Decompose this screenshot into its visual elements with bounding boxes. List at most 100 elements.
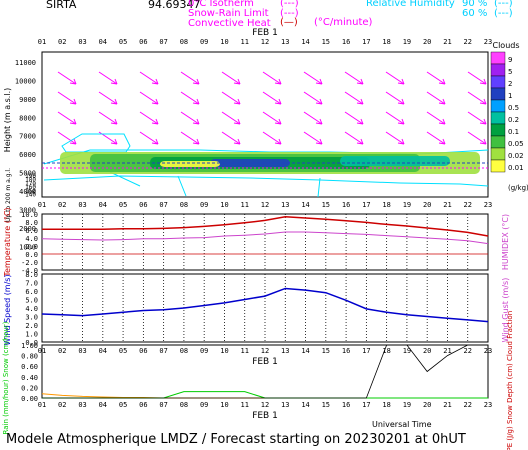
- hour-tick-label: 20: [423, 401, 431, 409]
- wind-arrow-head: [479, 118, 487, 125]
- wind-tick-label: 8.0: [25, 271, 38, 279]
- wind-arrow-head: [438, 118, 446, 125]
- hour-tick-label: 05: [119, 201, 127, 209]
- hour-tick-label: 03: [78, 401, 86, 409]
- wind-arrow: [344, 71, 364, 85]
- wind-arrow-head: [438, 78, 446, 85]
- colorbar-title: Clouds: [492, 41, 519, 50]
- cape-axis-label: CAPE (J/g) Snow Depth (cm) Cloud Fractio…: [506, 311, 514, 450]
- wind-arrow: [180, 131, 200, 145]
- legend-rh-60-dash: (---): [494, 8, 513, 19]
- wind-arrow: [180, 91, 200, 105]
- hour-tick-label: 14: [301, 38, 309, 46]
- wind-arrow-head: [151, 118, 159, 125]
- hour-tick-label: 13: [281, 401, 289, 409]
- hour-tick-label: 19: [403, 201, 411, 209]
- hour-tick-label: 20: [423, 38, 431, 46]
- wind-arrow: [57, 71, 77, 85]
- wind-arrow-head: [397, 118, 405, 125]
- wind-arrow-head: [69, 78, 77, 85]
- hour-tick-label: 21: [443, 201, 451, 209]
- hour-tick-label: 23: [484, 38, 492, 46]
- wind-arrow-head: [274, 98, 282, 105]
- hour-tick-label: 12: [261, 347, 269, 355]
- hour-tick-label: 02: [58, 401, 66, 409]
- hour-tick-label: 14: [301, 347, 309, 355]
- wind-tick-label: 3.0: [25, 314, 38, 322]
- hour-tick-label: 19: [403, 38, 411, 46]
- height-tick-label: 9000: [19, 96, 36, 104]
- legend-convective-dash: (—): [280, 17, 298, 28]
- wind-arrow: [467, 111, 487, 125]
- hour-tick-label: 16: [342, 401, 350, 409]
- hour-tick-label: 15: [322, 401, 330, 409]
- colorbar-label: 2: [508, 80, 512, 88]
- wind-arrow-head: [110, 138, 118, 145]
- wind-arrow-head: [356, 78, 364, 85]
- wind-arrow: [221, 111, 241, 125]
- wind-arrow-head: [274, 138, 282, 145]
- wind-tick-label: 1.0: [25, 331, 38, 339]
- hour-tick-label: 03: [78, 38, 86, 46]
- hour-tick-label: 08: [180, 201, 188, 209]
- wind-arrow: [344, 111, 364, 125]
- precip-axis-label: Rain (mm/hour) Snow (cm/hour): [2, 321, 10, 434]
- wind-arrow: [303, 131, 323, 145]
- colorbar-swatch: [490, 159, 506, 173]
- colorbar-swatch: [490, 111, 506, 125]
- legend-rh-90: 90 %: [462, 0, 488, 9]
- hour-tick-label: 08: [180, 38, 188, 46]
- hour-tick-label: 18: [382, 401, 390, 409]
- hour-tick-label: 04: [99, 201, 107, 209]
- wind-arrow-head: [233, 138, 241, 145]
- height-axis-label: Height (m a.s.l.): [3, 88, 12, 153]
- wind-arrow: [57, 131, 77, 145]
- hour-tick-label: 17: [362, 401, 370, 409]
- hour-tick-label: 02: [58, 38, 66, 46]
- wind-arrow: [467, 91, 487, 105]
- height-tick-label: 10000: [15, 77, 36, 85]
- wind-arrow: [180, 111, 200, 125]
- wind-arrow-head: [479, 138, 487, 145]
- wind-arrow-head: [151, 98, 159, 105]
- hour-tick-label: 09: [200, 347, 208, 355]
- hour-tick-label: 15: [322, 38, 330, 46]
- colorbar-label: 0.1: [508, 128, 519, 136]
- precip-tick-label: 0.60: [21, 363, 38, 371]
- height-tick-label: 190: [25, 173, 36, 180]
- colorbar-swatch: [490, 51, 506, 65]
- hour-tick-label: 23: [484, 401, 492, 409]
- colorbar-label: 0.2: [508, 116, 519, 124]
- wind-arrow-head: [356, 138, 364, 145]
- hour-tick-label: 01: [38, 38, 46, 46]
- wind-arrow: [262, 111, 282, 125]
- hour-tick-label: 20: [423, 201, 431, 209]
- wind-arrow-head: [397, 78, 405, 85]
- hour-tick-label: 16: [342, 38, 350, 46]
- wind-arrow-head: [315, 138, 323, 145]
- hour-tick-label: 02: [58, 347, 66, 355]
- colorbar-swatch: [490, 63, 506, 77]
- temperature-axis-label: Temperature (°C): [3, 207, 12, 277]
- colorbar-swatch: [490, 147, 506, 161]
- wind-arrow-head: [315, 98, 323, 105]
- wind-axis-label: Wind Speed (m/s): [3, 274, 12, 345]
- height-tick-label: 150: [25, 188, 36, 195]
- hour-tick-label: 12: [261, 401, 269, 409]
- cloud-band: [160, 161, 220, 167]
- colorbar-label: 0.5: [508, 104, 519, 112]
- wind-arrow: [303, 71, 323, 85]
- universal-time-label: Universal Time: [372, 420, 432, 429]
- hour-tick-label: 18: [382, 347, 390, 355]
- height-tick-label: 3000: [19, 206, 36, 214]
- wind-arrow-head: [356, 98, 364, 105]
- cloud-band: [340, 156, 450, 166]
- humidex-axis-label: HUMIDEX (°C): [501, 214, 510, 270]
- hour-tick-label: 08: [180, 401, 188, 409]
- hour-tick-label: 05: [119, 347, 127, 355]
- hour-tick-label: 11: [241, 347, 249, 355]
- date-label: FEB 1: [252, 357, 278, 367]
- hour-tick-label: 10: [220, 347, 228, 355]
- hour-tick-label: 16: [342, 201, 350, 209]
